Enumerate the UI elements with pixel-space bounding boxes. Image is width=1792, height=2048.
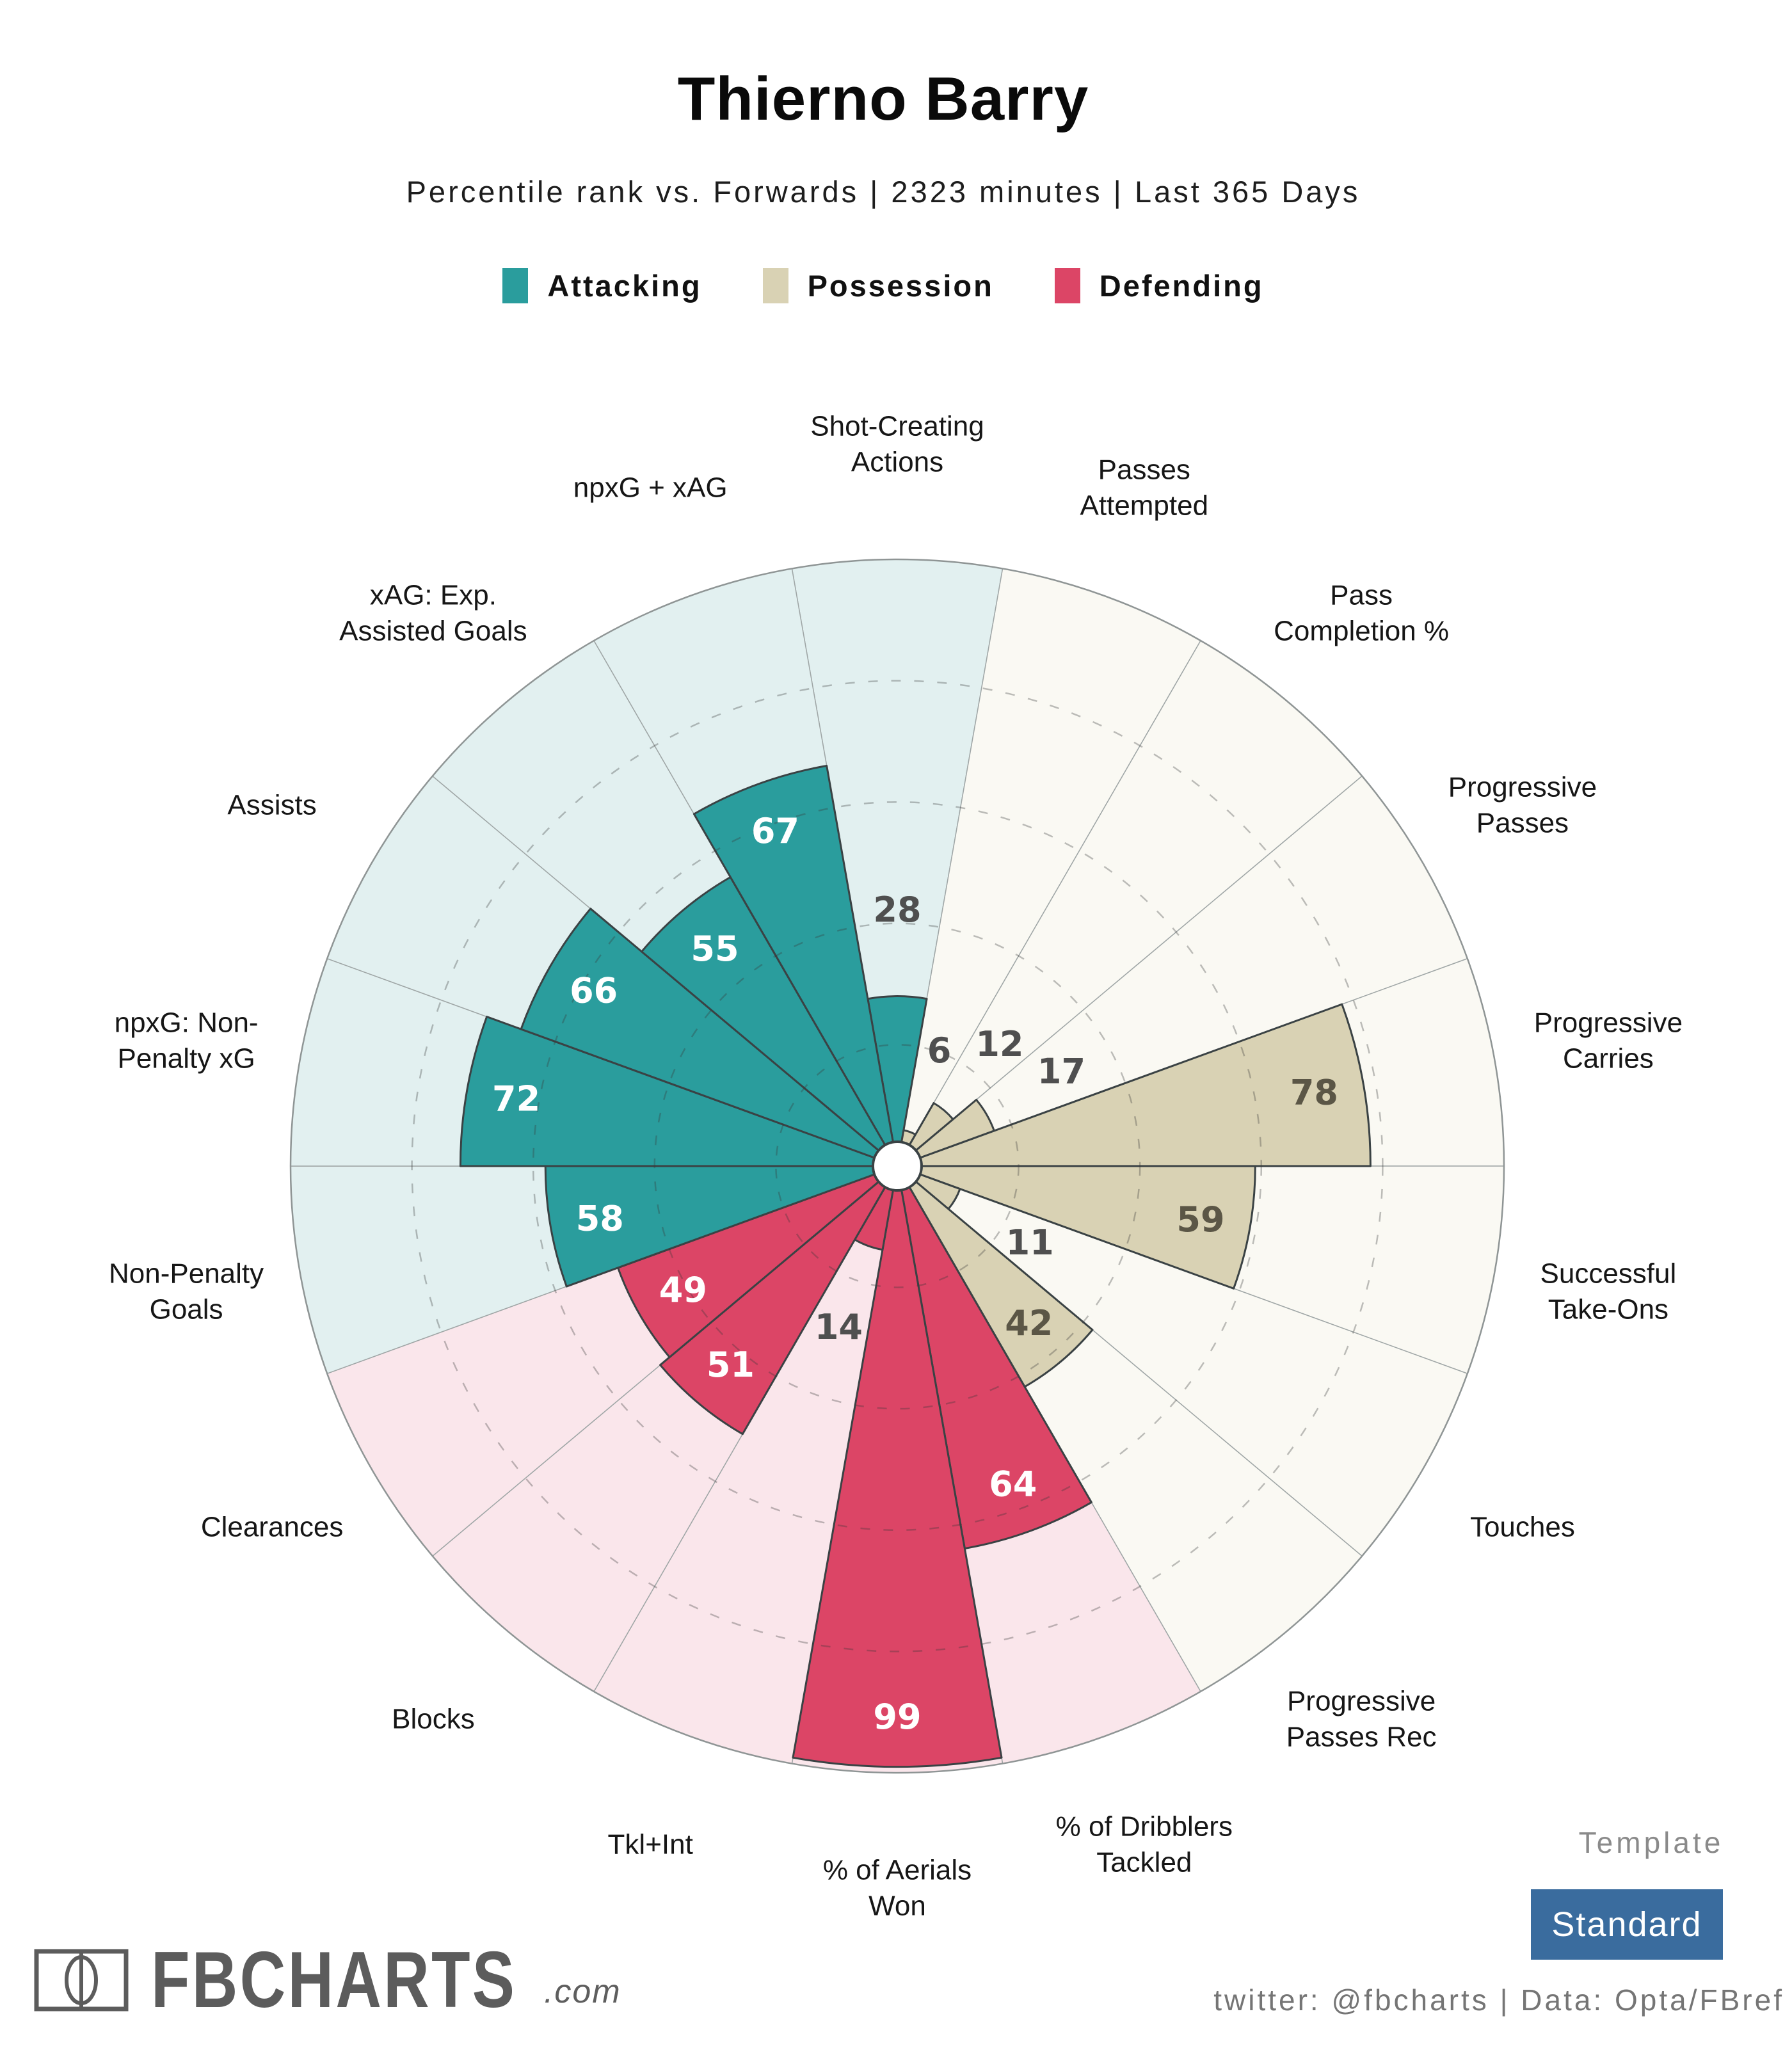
value-label-shot-creating-actions: 28 [873,890,921,930]
slice-of-aerials-won [792,1165,1003,1768]
value-label-xag-exp-assisted-goals: 55 [691,929,739,969]
category-label-clearances: Clearances [201,1512,344,1543]
value-label-progressive-passes-rec: 42 [1005,1303,1053,1343]
category-label-tkl-int: Tkl+Int [608,1829,693,1860]
chart-subtitle: Percentile rank vs. Forwards | 2323 minu… [406,175,1361,209]
slice-progressive-passes-rec [896,1165,1094,1388]
value-label-progressive-passes: 17 [1037,1051,1085,1091]
slice-successful-take-ons [896,1165,1256,1290]
value-label-non-penalty-goals: 58 [576,1198,624,1238]
slice-xag-exp-assisted-goals [641,876,899,1167]
slice-values [459,765,1372,1768]
legend-swatch-defending [1054,268,1080,303]
template-button-label: Standard [1551,1905,1702,1944]
value-label-successful-take-ons: 59 [1176,1199,1224,1240]
slice-non-penalty-goals [544,1165,899,1288]
category-labels: Shot-Creating Actions Passes Attempted Pass C… [109,411,1683,1922]
legend-label-possession: Possession [807,269,994,303]
grid-rings [411,680,1384,1652]
category-label-npxg-xag: npxG + xAG [573,472,728,504]
value-label-npxg-xag: 67 [751,811,799,851]
value-label-touches: 11 [1006,1222,1054,1263]
category-label-non-penalty-goals: Non-Penalty Goals [109,1258,264,1325]
slice-npxg-xag [692,765,899,1167]
slice-clearances [617,1165,899,1359]
grid-ring-60 [532,801,1263,1532]
value-label-assists: 66 [570,971,618,1011]
category-label-touches: Touches [1470,1512,1575,1543]
category-label-progressive-passes-rec: Progressive Passes Rec [1286,1686,1437,1753]
value-label-clearances: 49 [659,1270,707,1310]
category-label-blocks: Blocks [392,1704,475,1735]
chart-legend: Attacking Possession Defending [0,268,1766,303]
grid-ring-20 [775,1044,1020,1288]
page-title: Thierno Barry [677,65,1089,133]
legend-swatch-possession [762,268,788,303]
category-label-passes-attempted: Passes Attempted [1080,454,1209,522]
value-label-passes-attempted: 6 [927,1030,952,1071]
legend-item-attacking: Attacking [502,268,701,303]
category-label-of-dribblers-tackled: % of Dribblers Tackled [1056,1811,1233,1878]
center-hole [872,1140,923,1192]
category-label-of-aerials-won: % of Aerials Won [823,1855,972,1922]
slice-progressive-carries [896,1003,1372,1167]
value-label-tkl-int: 14 [815,1307,863,1347]
outer-circle [289,558,1505,1774]
category-label-progressive-passes: Progressive Passes [1448,772,1597,839]
grid-ring-40 [653,922,1141,1410]
grid-ring-80 [411,680,1384,1652]
category-label-assists: Assists [227,790,316,821]
category-label-xag-exp-assisted-goals: xAG: Exp. Assisted Goals [339,579,527,646]
legend-swatch-attacking [502,268,529,303]
value-label-npxg-non-penalty-xg: 72 [492,1079,540,1119]
category-label-pass-completion: Pass Completion % [1274,579,1449,646]
template-standard-button[interactable]: Standard [1531,1889,1723,1960]
legend-item-possession: Possession [762,268,994,303]
category-label-successful-take-ons: Successful Take-Ons [1540,1258,1677,1325]
legend-item-defending: Defending [1054,268,1264,303]
slice-assists [520,908,899,1167]
slice-npxg-non-penalty-xg [459,1016,899,1167]
value-label-progressive-carries: 78 [1290,1073,1338,1113]
category-label-npxg-non-penalty-xg: npxG: Non-Penalty xG [115,1007,259,1075]
value-label-of-aerials-won: 99 [873,1697,921,1737]
slice-blocks [659,1165,899,1436]
value-label-blocks: 51 [707,1345,755,1385]
chart-header: Thierno Barry Percentile rank vs. Forwar… [0,0,1766,303]
slice-of-dribblers-tackled [896,1165,1092,1549]
category-label-shot-creating-actions: Shot-Creating Actions [810,411,984,478]
legend-label-attacking: Attacking [547,269,702,303]
category-label-progressive-carries: Progressive Carries [1534,1007,1683,1075]
value-label-pass-completion: 12 [975,1024,1023,1064]
value-label-of-dribblers-tackled: 64 [989,1464,1037,1504]
legend-label-defending: Defending [1099,269,1264,303]
